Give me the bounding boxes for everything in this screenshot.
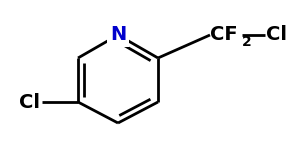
Text: Cl: Cl [19, 92, 40, 112]
Text: N: N [110, 25, 126, 45]
Text: Cl: Cl [266, 25, 287, 45]
Text: CF: CF [210, 25, 238, 45]
Text: 2: 2 [242, 35, 252, 49]
